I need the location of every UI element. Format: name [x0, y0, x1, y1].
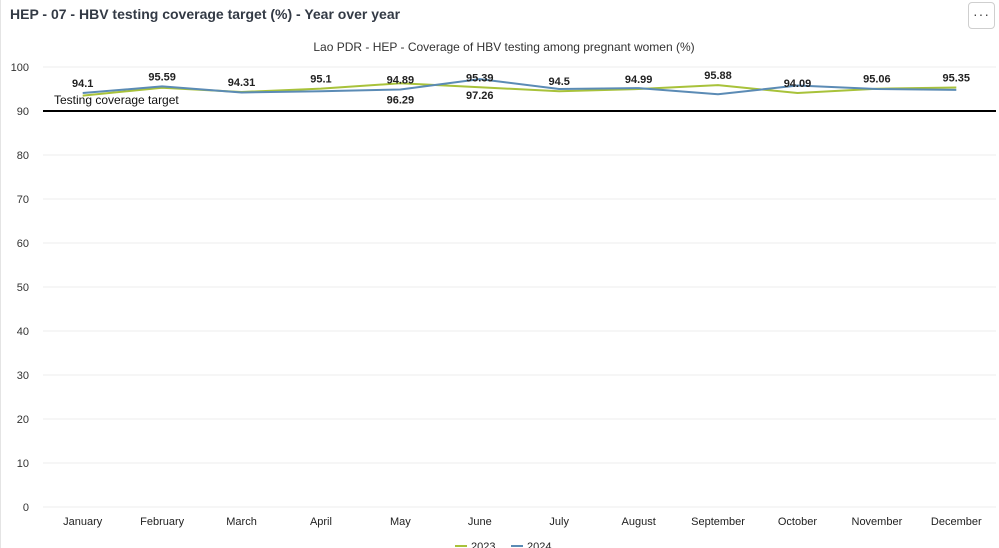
y-tick-label: 60: [17, 238, 29, 250]
data-label: 94.99: [625, 74, 653, 86]
y-tick-label: 10: [17, 458, 29, 470]
data-label: 95.35: [943, 72, 971, 84]
data-label: 94.89: [387, 74, 415, 86]
y-tick-label: 50: [17, 282, 29, 294]
data-label: 94.31: [228, 77, 256, 89]
x-tick-label: December: [931, 516, 982, 528]
y-tick-label: 80: [17, 150, 29, 162]
x-tick-label: January: [63, 516, 103, 528]
x-tick-label: April: [310, 516, 332, 528]
data-label: 95.88: [704, 70, 732, 82]
legend-label: 2023: [471, 541, 495, 548]
x-tick-label: July: [549, 516, 569, 528]
data-label: 95.39: [466, 72, 494, 84]
y-tick-label: 70: [17, 194, 29, 206]
data-label: 95.06: [863, 74, 891, 86]
data-label: 97.26: [466, 90, 494, 102]
data-label: 95.1: [310, 74, 331, 86]
x-tick-label: February: [140, 516, 185, 528]
data-label: 96.29: [387, 94, 415, 106]
x-tick-label: September: [691, 516, 745, 528]
data-label: 95.59: [148, 71, 176, 83]
y-tick-label: 40: [17, 326, 29, 338]
data-label: 94.1: [72, 78, 93, 90]
chart-title: Lao PDR - HEP - Coverage of HBV testing …: [313, 40, 694, 54]
y-tick-label: 100: [11, 62, 29, 74]
y-tick-label: 90: [17, 106, 29, 118]
y-tick-label: 0: [23, 502, 29, 514]
x-tick-label: March: [226, 516, 257, 528]
x-tick-label: November: [852, 516, 903, 528]
target-line-label: Testing coverage target: [54, 93, 179, 107]
x-tick-label: August: [622, 516, 656, 528]
x-tick-label: June: [468, 516, 492, 528]
data-label: 94.09: [784, 78, 812, 90]
y-tick-label: 20: [17, 414, 29, 426]
x-tick-label: October: [778, 516, 817, 528]
x-tick-label: May: [390, 516, 411, 528]
legend-label: 2024: [527, 541, 551, 548]
y-tick-label: 30: [17, 370, 29, 382]
data-label: 94.5: [548, 76, 569, 88]
